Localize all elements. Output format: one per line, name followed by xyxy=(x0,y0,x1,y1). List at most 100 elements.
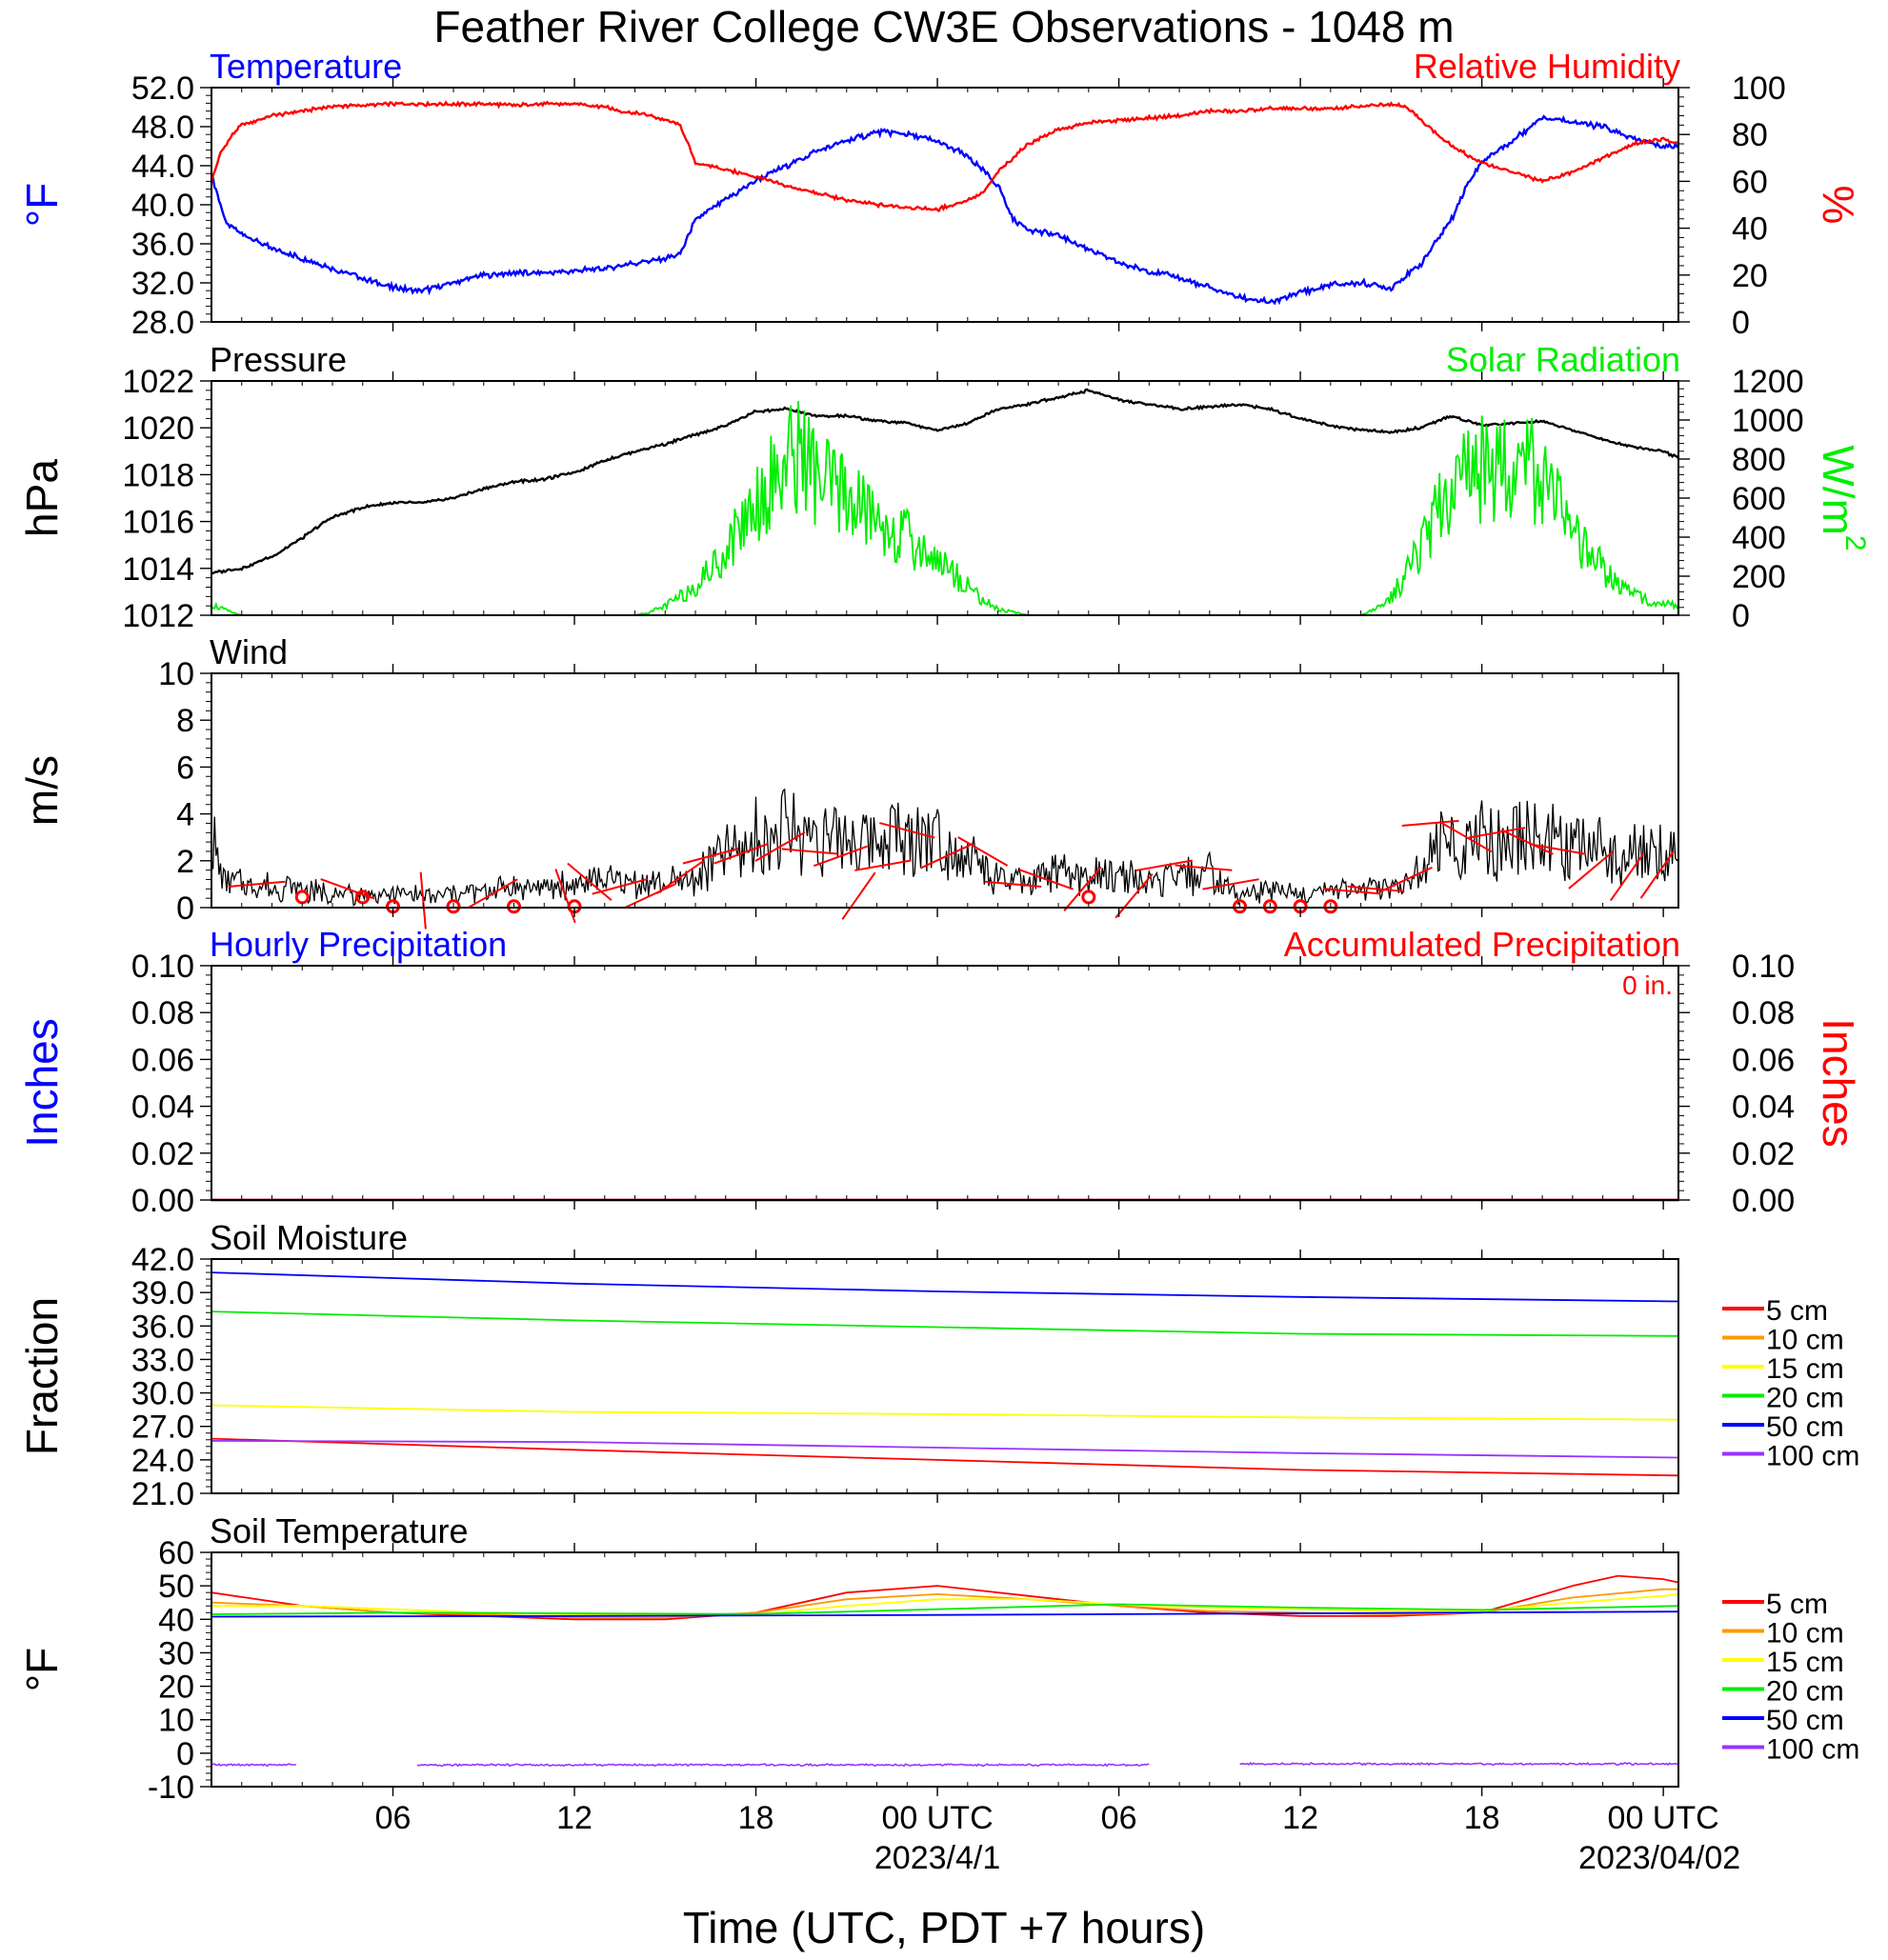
pressure-y2-axis-title: W/m2 xyxy=(1814,445,1872,550)
wind-barb xyxy=(1401,819,1459,828)
wind-barb xyxy=(984,880,1042,889)
pressure-series-solar-radiation xyxy=(211,401,1679,616)
soil-moisture-frame xyxy=(211,1258,1679,1494)
pressure-title-right: Solar Radiation xyxy=(1446,340,1680,379)
wind-barb xyxy=(1568,850,1614,890)
wind-barb xyxy=(228,880,286,889)
temperature-y2-tick-label: 100 xyxy=(1732,70,1786,107)
precipitation-y2-tick-label: 0.00 xyxy=(1732,1183,1795,1219)
soil-temperature-y-tick-label: 30 xyxy=(158,1635,194,1671)
wind-barb xyxy=(781,848,839,855)
wind-barb xyxy=(623,883,677,910)
wind-barb xyxy=(754,831,806,862)
wind-barb xyxy=(567,862,613,901)
precipitation-y2-tick-label: 0.04 xyxy=(1732,1090,1795,1126)
legend-entry: 5 cm xyxy=(1766,1589,1828,1620)
pressure-y2-tick-label: 200 xyxy=(1732,559,1786,595)
legend-entry: 100 cm xyxy=(1766,1441,1859,1472)
panel-pressure: 1022 1020 1018 1016 1014 1012 1200100080060040… xyxy=(17,340,1872,634)
panel-temperature: 52.048.044.040.036.032.028.0 100 80 60 40 20 0… xyxy=(17,47,1863,341)
precipitation-y-tick-label: 0.00 xyxy=(131,1183,194,1219)
x-tick-label: 06 xyxy=(375,1800,412,1836)
wind-y-tick-label: 10 xyxy=(158,656,194,692)
wind-barb xyxy=(879,822,935,839)
soil-moisture-y-axis-title: Fraction xyxy=(17,1297,67,1455)
temperature-y-axis-title: °F xyxy=(17,183,67,228)
legend-entry: 10 cm xyxy=(1766,1618,1844,1650)
temperature-y2-tick-label: 0 xyxy=(1732,305,1750,341)
soil-moisture-series-15-cm xyxy=(211,1404,1679,1421)
wind-barb xyxy=(1639,850,1675,899)
temperature-series xyxy=(210,100,1679,306)
temperature-y2-tick-label: 20 xyxy=(1732,258,1768,294)
legend-entry: 100 cm xyxy=(1766,1734,1859,1766)
soil-temperature-frame xyxy=(211,1551,1679,1788)
soil-moisture-y-tick-label: 30.0 xyxy=(131,1376,194,1412)
wind-series-wind xyxy=(211,788,1679,907)
wind-barb xyxy=(1468,827,1526,839)
precipitation-y2-tick-label: 0.06 xyxy=(1732,1042,1795,1078)
wind-barb xyxy=(1347,885,1405,892)
wind-frame xyxy=(211,672,1679,909)
wind-barb xyxy=(682,848,739,865)
soil-moisture-series-50-cm xyxy=(211,1271,1679,1303)
x-tick-labels: 06 12 18 00 UTC 06 12 18 00 UTC 2023/4/1 2023/04/… xyxy=(375,1800,1741,1876)
temperature-y2-tick-label: 80 xyxy=(1732,117,1768,153)
soil-temperature-series-100-cm-segment xyxy=(1239,1761,1679,1767)
wind-barb xyxy=(957,836,1009,867)
precipitation-y-tick-label: 0.04 xyxy=(131,1090,194,1126)
precipitation-y2-tick-label: 0.08 xyxy=(1732,995,1795,1031)
temperature-y2-axis-title: % xyxy=(1814,186,1863,225)
x-axis-title: Time (UTC, PDT +7 hours) xyxy=(683,1903,1205,1952)
panel-precipitation: 0 in. 0.10 0.08 0.06 0.04 0.02 0.00 0.10 0.08 0.0… xyxy=(17,925,1863,1219)
soil-moisture-series xyxy=(211,1271,1679,1477)
x-date-label: 2023/4/1 xyxy=(874,1840,1000,1876)
pressure-y2-tick-label: 0 xyxy=(1732,598,1750,634)
soil-temperature-series xyxy=(211,1574,1679,1768)
temperature-series-relative-humidity xyxy=(210,100,1679,213)
pressure-y2-tick-label: 400 xyxy=(1732,520,1786,556)
x-tick-label: 18 xyxy=(738,1800,774,1836)
wind-y-tick-label: 0 xyxy=(176,890,194,927)
legend-entry: 20 cm xyxy=(1766,1676,1844,1708)
soil-temperature-y-tick-label: 50 xyxy=(158,1569,194,1605)
soil-temperature-y-tick-label: 20 xyxy=(158,1670,194,1706)
soil-temperature-y-tick-label: 40 xyxy=(158,1602,194,1638)
wind-title-left: Wind xyxy=(210,632,288,671)
soil-moisture-y-tick-label: 33.0 xyxy=(131,1342,194,1378)
legend-entry: 10 cm xyxy=(1766,1325,1844,1356)
soil-temperature-y-tick-label: 10 xyxy=(158,1703,194,1739)
temperature-title-right: Relative Humidity xyxy=(1414,47,1680,86)
legend-entry: 20 cm xyxy=(1766,1383,1844,1414)
calm-wind-marker xyxy=(294,890,310,905)
pressure-y2-tick-label: 1000 xyxy=(1732,403,1804,439)
wind-y-axis-title: m/s xyxy=(17,755,67,826)
wind-barb xyxy=(1379,866,1433,893)
pressure-y-tick-label: 1012 xyxy=(122,598,194,634)
wind-barb xyxy=(1018,869,1074,890)
wind-barb xyxy=(1441,822,1493,853)
temperature-y-tick-label: 28.0 xyxy=(131,305,194,341)
precipitation-y2-axis-title: Inches xyxy=(1814,1018,1863,1148)
soil-moisture-series-20-cm xyxy=(211,1310,1679,1337)
wind-barb xyxy=(1500,829,1554,855)
wind-barb xyxy=(1063,866,1102,911)
wind-barb xyxy=(1115,873,1154,919)
pressure-title-left: Pressure xyxy=(210,340,347,379)
wind-series xyxy=(211,788,1679,907)
pressure-y2-axis-title-superscript: 2 xyxy=(1840,535,1872,551)
soil-moisture-title-left: Soil Moisture xyxy=(210,1218,408,1257)
pressure-y2-tick-label: 800 xyxy=(1732,442,1786,478)
soil-moisture-y-tick-label: 21.0 xyxy=(131,1476,194,1512)
wind-barb xyxy=(1135,859,1193,871)
wind-barb xyxy=(656,859,705,895)
soil-moisture-series-100-cm xyxy=(211,1440,1679,1459)
x-tick-label: 18 xyxy=(1464,1800,1500,1836)
pressure-series xyxy=(211,388,1679,616)
soil-moisture-y-tick-label: 42.0 xyxy=(131,1242,194,1278)
wind-barb xyxy=(813,845,868,868)
temperature-series-temperature xyxy=(211,114,1679,306)
wind-barb xyxy=(1323,888,1381,895)
precipitation-y-tick-label: 0.08 xyxy=(131,995,194,1031)
